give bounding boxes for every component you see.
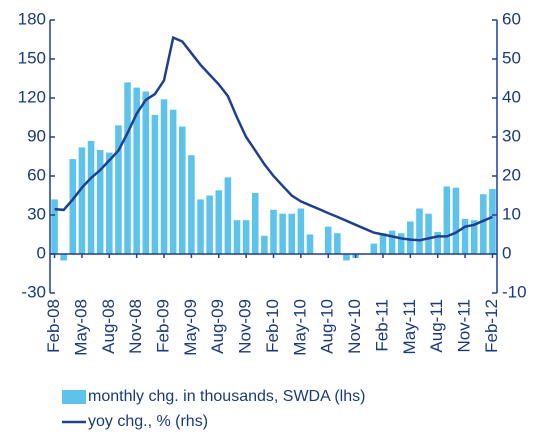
- bar: [416, 208, 423, 254]
- x-tick-label: Feb-11: [372, 299, 391, 352]
- x-tick-label: Feb-12: [482, 299, 501, 353]
- bar: [188, 155, 195, 254]
- x-tick-label: Feb-10: [263, 299, 282, 353]
- legend-label: yoy chg., % (rhs): [88, 413, 208, 430]
- x-tick-label: May-10: [290, 299, 309, 356]
- bar: [115, 125, 122, 254]
- bar: [78, 147, 86, 254]
- x-tick-label: May-11: [400, 299, 419, 354]
- bar: [106, 152, 113, 254]
- y-tick-label: 30: [27, 204, 46, 223]
- x-tick-label: Aug-09: [208, 299, 227, 354]
- legend-label: monthly chg. in thousands, SWDA (lhs): [88, 388, 365, 405]
- y2-tick-label: 10: [502, 204, 521, 223]
- bar: [480, 194, 487, 254]
- bar: [461, 218, 469, 254]
- bar: [261, 235, 268, 254]
- bar: [334, 233, 341, 254]
- bar: [224, 177, 232, 254]
- y-tick-label: 180: [18, 9, 46, 28]
- y2-tick-label: 60: [502, 9, 521, 28]
- bar: [206, 195, 213, 254]
- x-tick-label: Feb-09: [154, 299, 173, 353]
- bar: [270, 209, 277, 254]
- bar: [169, 109, 177, 254]
- x-tick-label: Nov-08: [126, 299, 145, 354]
- x-tick-label: May-08: [71, 299, 90, 356]
- bar: [178, 126, 186, 254]
- bar: [379, 233, 387, 254]
- bar: [288, 213, 296, 254]
- y2-tick-label: 0: [502, 243, 511, 262]
- bar: [443, 186, 451, 254]
- y2-tick-label: 30: [502, 126, 521, 145]
- y-tick-label: 150: [18, 48, 46, 67]
- bar: [60, 254, 67, 261]
- bar: [397, 233, 405, 254]
- bar: [388, 230, 396, 254]
- bar: [133, 87, 140, 254]
- x-tick-label: Aug-11: [427, 299, 446, 353]
- x-tick-label: Nov-10: [345, 299, 364, 354]
- bar: [124, 82, 131, 255]
- bar: [470, 220, 478, 254]
- bar: [370, 243, 378, 254]
- x-tick-label: Aug-08: [99, 299, 118, 354]
- bar: [279, 213, 286, 254]
- bar: [452, 187, 460, 254]
- bar: [215, 190, 223, 254]
- y-tick-label: -30: [21, 282, 46, 301]
- bar: [489, 189, 496, 254]
- bar: [233, 220, 241, 254]
- bar: [160, 99, 168, 254]
- bar: [343, 254, 350, 261]
- x-tick-label: May-09: [181, 299, 200, 356]
- bar: [51, 199, 58, 254]
- y2-tick-label: -10: [502, 282, 527, 301]
- bar: [96, 150, 104, 254]
- x-tick-label: Feb-08: [44, 299, 63, 353]
- bar: [306, 234, 314, 254]
- x-tick-label: Aug-10: [318, 299, 337, 354]
- bar: [434, 231, 441, 254]
- line: [54, 35, 493, 242]
- y-tick-label: 0: [37, 243, 46, 262]
- y2-tick-label: 50: [502, 48, 521, 67]
- y-tick-label: 60: [27, 165, 46, 184]
- bar: [407, 221, 414, 254]
- bar: [425, 213, 432, 254]
- bar: [197, 199, 204, 254]
- bar: [251, 192, 259, 254]
- bar: [142, 91, 150, 254]
- bar: [151, 114, 159, 255]
- legend-swatch: [62, 390, 86, 404]
- y-tick-label: 90: [27, 126, 46, 145]
- x-tick-label: Nov-09: [236, 299, 255, 354]
- y2-tick-label: 40: [502, 87, 521, 106]
- bar: [242, 220, 250, 254]
- bar: [87, 140, 95, 254]
- x-tick-label: Nov-11: [455, 299, 474, 353]
- y2-tick-label: 20: [502, 165, 521, 184]
- y-tick-label: 120: [18, 87, 46, 106]
- bar: [69, 159, 77, 254]
- bar: [297, 208, 305, 254]
- bar: [324, 226, 332, 254]
